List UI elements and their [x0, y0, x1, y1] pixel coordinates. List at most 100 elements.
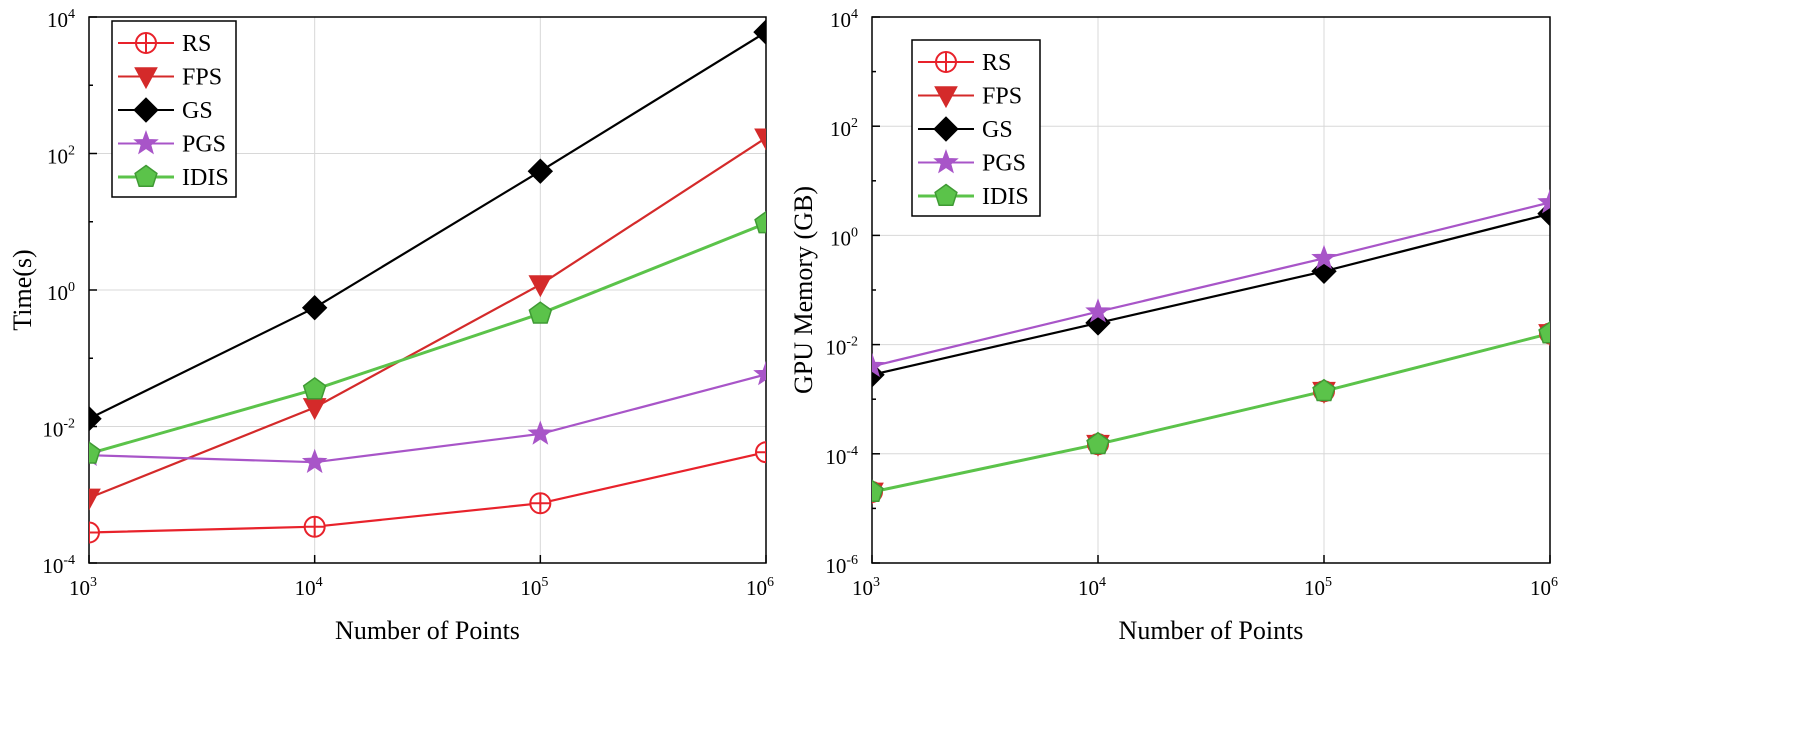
data-point-pgs — [753, 360, 766, 386]
data-point-idis — [528, 301, 553, 324]
x-tick-label: 105 — [1304, 575, 1332, 600]
tick-base: 10 — [830, 117, 851, 141]
tick-base: 10 — [1304, 576, 1325, 600]
tick-exponent: 4 — [851, 7, 858, 22]
tick-exponent: -4 — [63, 553, 75, 568]
tick-exponent: 4 — [316, 575, 323, 590]
data-point-rs — [303, 515, 326, 538]
tick-exponent: 3 — [873, 575, 880, 590]
y-tick-label: 10-4 — [825, 444, 858, 469]
legend-marker — [134, 67, 158, 90]
y-tick-label: 10-4 — [42, 553, 75, 578]
data-point-pgs — [1537, 189, 1550, 214]
tick-exponent: 0 — [68, 280, 75, 295]
tick-base: 10 — [746, 576, 767, 600]
legend-marker — [934, 86, 958, 109]
y-tick-label: 100 — [47, 280, 75, 305]
gpu-memory-chart: 103 104 105 10610-610-410-2100102104Number … — [789, 7, 1558, 645]
legend-item-idis: IDIS — [118, 164, 229, 191]
y-tick-label: 104 — [830, 7, 858, 32]
series-line-rs — [872, 332, 1550, 494]
legend-marker — [133, 97, 159, 123]
legend-label: FPS — [182, 65, 222, 91]
data-point-pgs — [872, 352, 885, 378]
tick-exponent: 2 — [68, 144, 75, 159]
data-point-gs — [527, 158, 554, 184]
tick-exponent: 3 — [90, 575, 97, 590]
tick-exponent: -2 — [63, 417, 75, 432]
legend-item-rs: RS — [118, 31, 211, 57]
x-tick-label: 104 — [295, 575, 323, 600]
legend-marker — [933, 116, 959, 142]
data-point-rs — [755, 441, 766, 464]
tick-exponent: 5 — [1325, 575, 1332, 590]
data-point-fps — [302, 398, 327, 421]
series-layer — [872, 189, 1550, 505]
series-line-idis — [872, 332, 1550, 494]
tick-base: 10 — [69, 576, 90, 600]
tick-exponent: 0 — [851, 225, 858, 240]
x-tick-label: 105 — [520, 575, 548, 600]
tick-exponent: 6 — [767, 575, 774, 590]
legend-marker — [934, 183, 958, 207]
y-tick-label: 10-2 — [825, 335, 858, 360]
y-tick-label: 10-2 — [42, 417, 75, 442]
y-tick-label: 102 — [47, 144, 75, 169]
y-axis-title: GPU Memory (GB) — [789, 186, 818, 394]
legend-label: IDIS — [182, 165, 229, 191]
y-tick-label: 104 — [47, 7, 75, 32]
data-point-idis — [1312, 378, 1336, 402]
legend-marker — [935, 51, 957, 73]
tick-exponent: -2 — [846, 335, 858, 350]
data-point-pgs — [527, 420, 554, 445]
series-line-rs — [89, 451, 766, 534]
tick-base: 10 — [830, 226, 851, 250]
legend-marker — [134, 164, 158, 188]
tick-base: 10 — [42, 554, 63, 578]
legend-item-fps: FPS — [918, 84, 1022, 110]
tick-exponent: -4 — [846, 444, 858, 459]
legend-label: FPS — [982, 84, 1022, 110]
tick-exponent: 4 — [1099, 575, 1106, 590]
tick-base: 10 — [830, 8, 851, 32]
x-axis-title: Number of Points — [1119, 616, 1304, 645]
legend-label: PGS — [182, 132, 226, 158]
legend-item-pgs: PGS — [118, 130, 226, 158]
legend-label: PGS — [982, 151, 1026, 177]
tick-base: 10 — [42, 418, 63, 442]
data-point-rs — [529, 492, 552, 515]
tick-exponent: 6 — [1551, 575, 1558, 590]
tick-base: 10 — [47, 145, 68, 169]
legend-item-idis: IDIS — [918, 183, 1029, 210]
legend-item-fps: FPS — [118, 65, 222, 91]
data-point-fps — [754, 128, 766, 151]
legend-item-gs: GS — [918, 116, 1013, 143]
legend: RS FPS GS PGS IDIS — [111, 20, 237, 198]
series-line-fps — [89, 136, 766, 499]
legend-label: GS — [982, 117, 1013, 143]
series-line-idis — [89, 221, 766, 456]
data-point-idis — [89, 441, 101, 464]
data-point-fps — [89, 488, 101, 511]
legend: RS FPS GS PGS IDIS — [911, 39, 1041, 217]
y-tick-label: 102 — [830, 116, 858, 141]
x-tick-label: 106 — [1530, 575, 1558, 600]
y-tick-label: 10-6 — [825, 553, 858, 578]
data-point-pgs — [1311, 244, 1337, 270]
y-tick-label: 100 — [830, 225, 858, 250]
legend-marker — [133, 130, 159, 155]
data-point-gs — [301, 295, 328, 321]
tick-base: 10 — [825, 445, 846, 469]
legend-label: RS — [182, 31, 211, 57]
tick-base: 10 — [852, 576, 873, 600]
data-point-pgs — [301, 448, 328, 474]
x-tick-label: 104 — [1078, 575, 1106, 600]
series-line-gs — [872, 212, 1550, 376]
series-line-pgs — [89, 373, 766, 464]
data-point-idis — [302, 376, 327, 400]
series-line-gs — [89, 31, 766, 420]
tick-exponent: -6 — [846, 553, 858, 568]
tick-base: 10 — [1530, 576, 1551, 600]
